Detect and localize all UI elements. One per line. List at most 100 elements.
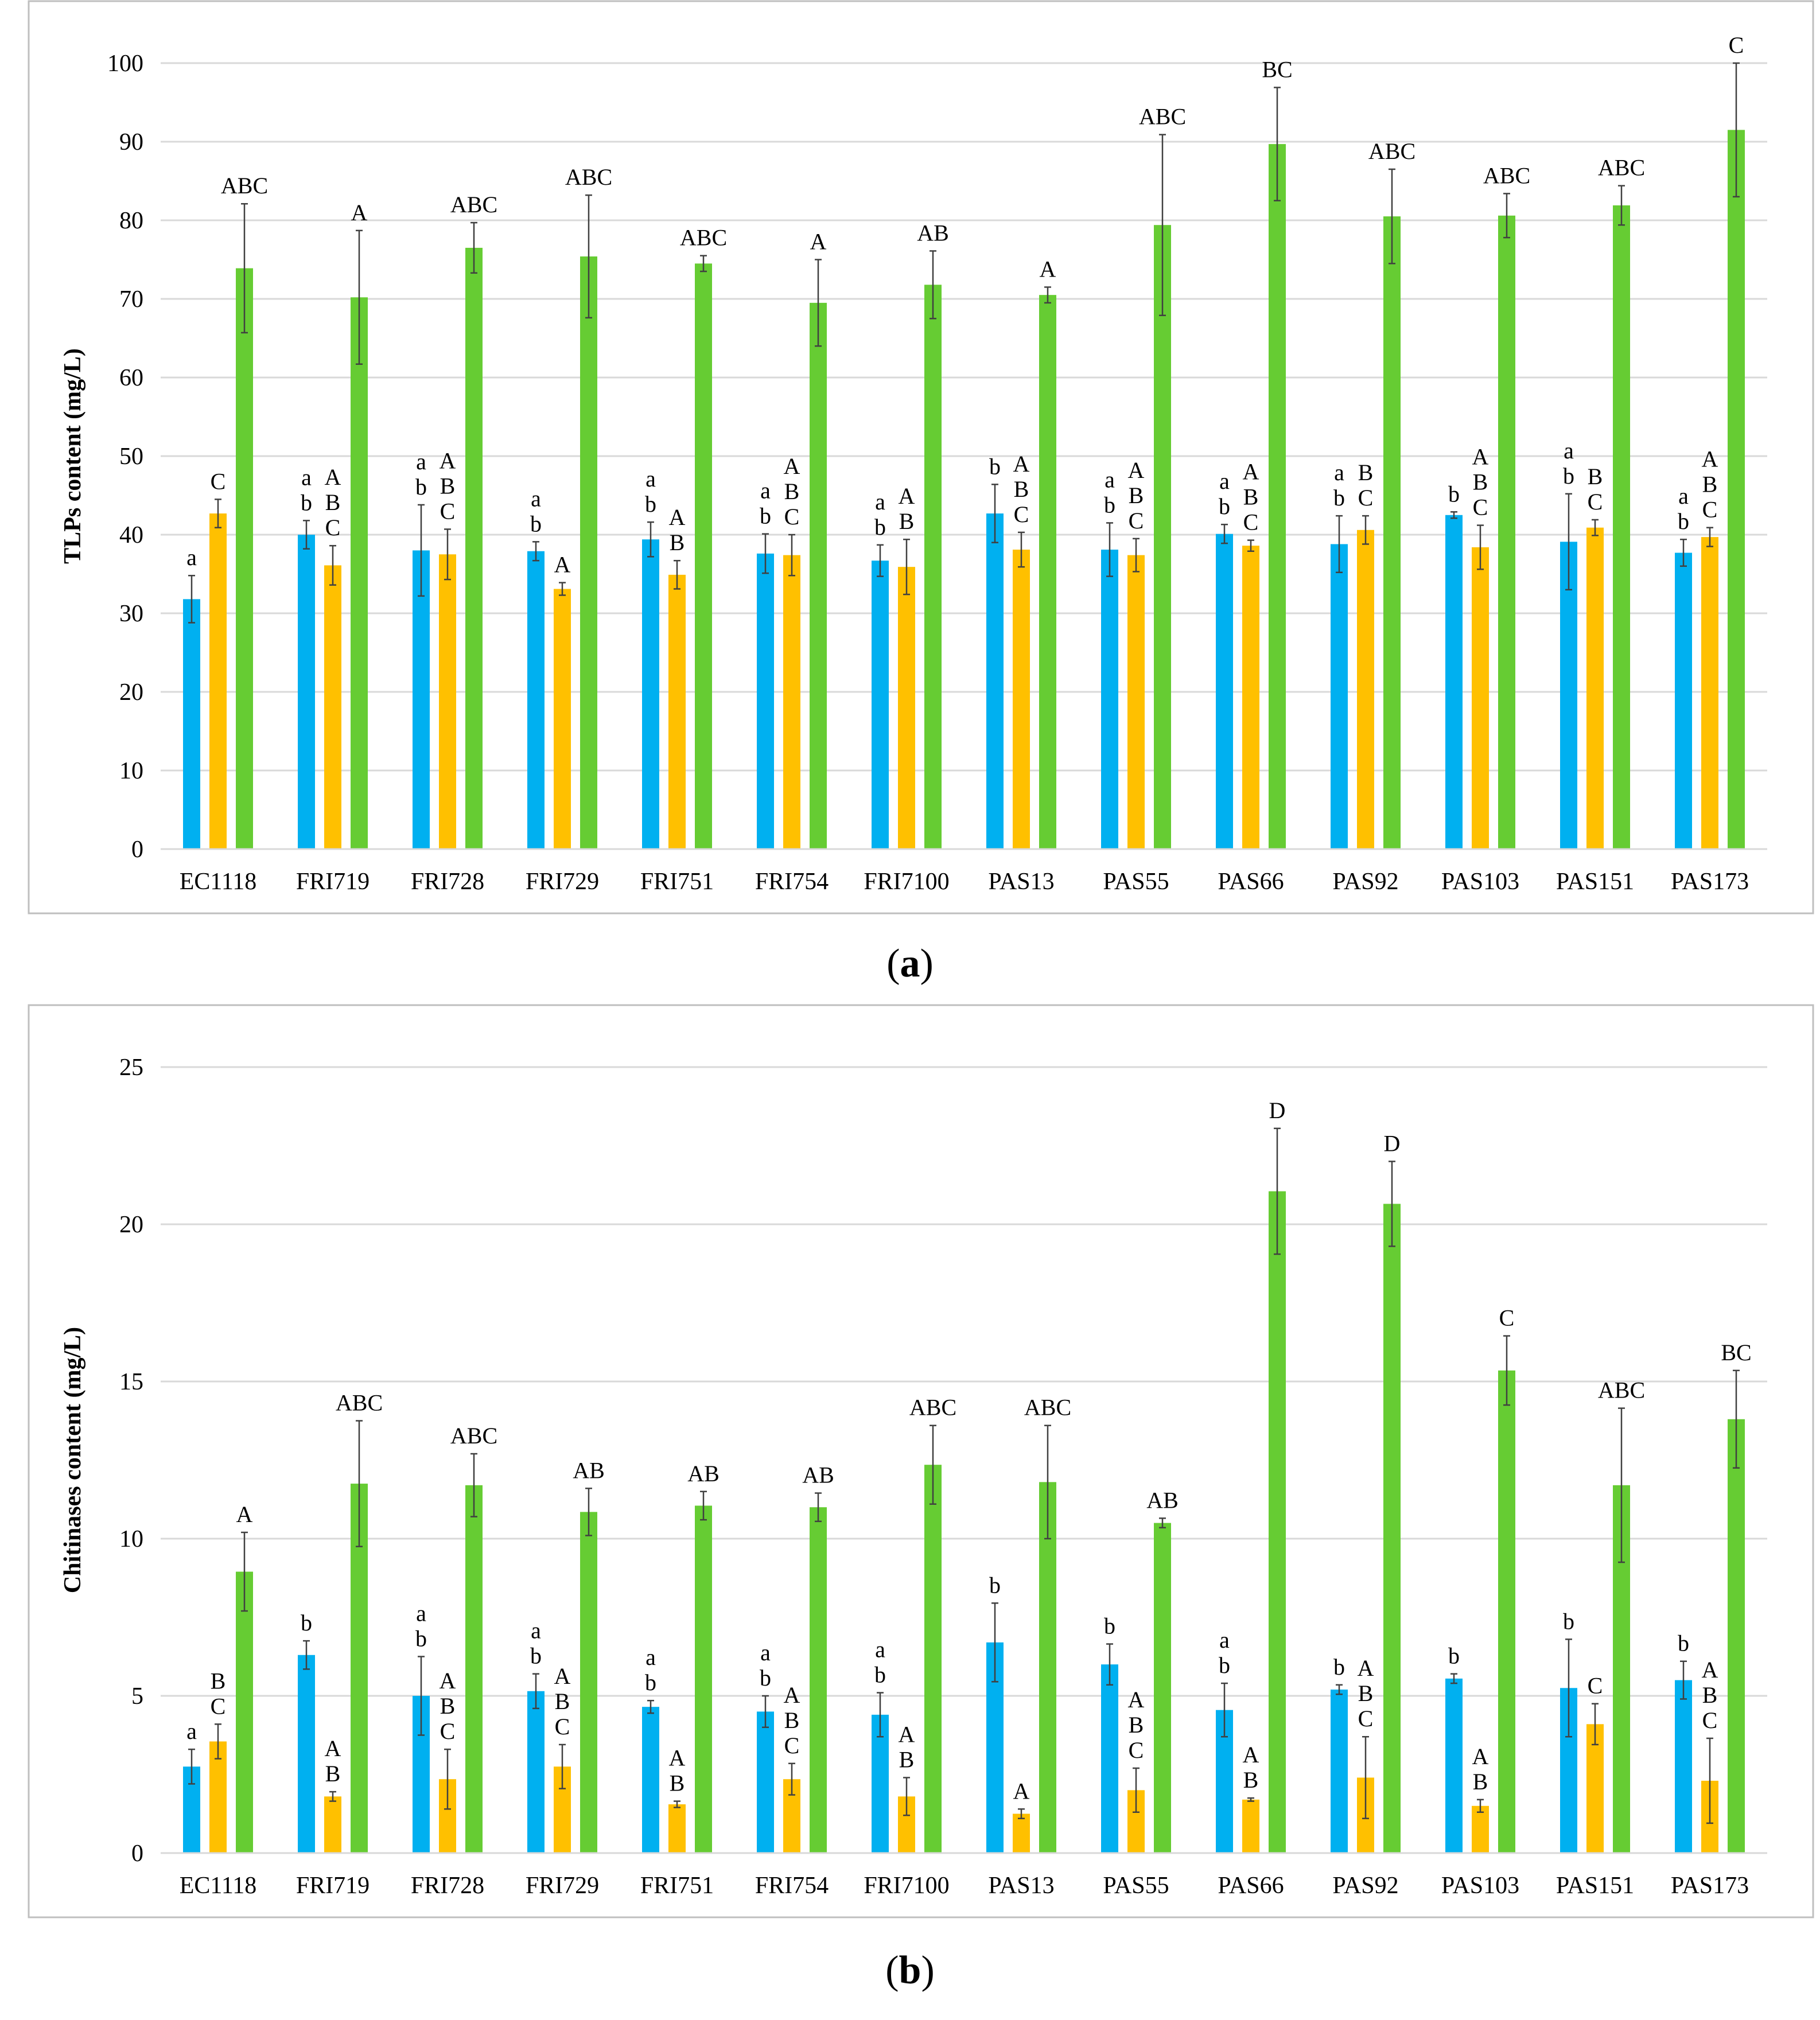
- y-axis-title: Chitinases content (mg/L): [60, 1327, 86, 1593]
- significance-letter: A: [1013, 1778, 1030, 1804]
- caption-b: (b): [885, 1948, 935, 1992]
- bar: [439, 554, 456, 849]
- significance-letter: a: [760, 478, 771, 504]
- significance-label: ABC: [221, 173, 268, 199]
- chart-frame: [28, 1004, 1814, 1918]
- significance-label: ABC: [336, 1390, 383, 1416]
- significance-letter: A: [325, 464, 341, 490]
- significance-letter: B: [1588, 464, 1603, 489]
- significance-letter: B: [1473, 1769, 1488, 1795]
- significance-letter: A: [1243, 459, 1259, 485]
- bar: [1039, 1482, 1056, 1853]
- x-tick-label: FRI719: [296, 869, 370, 895]
- bar: [465, 1485, 483, 1853]
- significance-letter: B: [325, 1761, 341, 1787]
- bar: [1242, 546, 1259, 849]
- significance-label: b: [989, 453, 1001, 479]
- y-tick-label: 70: [119, 286, 143, 313]
- significance-letter: B: [1129, 482, 1144, 508]
- significance-letter: b: [1678, 508, 1689, 534]
- significance-letter: b: [1333, 485, 1345, 511]
- significance-letter: A: [899, 483, 915, 509]
- x-tick-label: FRI729: [526, 1873, 599, 1899]
- significance-letter: b: [645, 491, 656, 517]
- y-tick-label: 90: [119, 129, 143, 155]
- significance-letter: A: [899, 1721, 915, 1747]
- significance-letter: b: [301, 1610, 312, 1636]
- x-tick-label: PAS103: [1441, 1873, 1519, 1899]
- significance-letter: a: [760, 1640, 771, 1665]
- significance-letter: A: [1243, 1742, 1259, 1768]
- x-tick-label: EC1118: [180, 869, 257, 895]
- significance-label: ABC: [1598, 1377, 1645, 1403]
- x-tick-label: PAS66: [1218, 1873, 1284, 1899]
- significance-letter: A: [1702, 446, 1718, 472]
- significance-label: b: [1448, 1643, 1460, 1669]
- x-tick-label: FRI7100: [864, 1873, 949, 1899]
- bar: [554, 589, 571, 849]
- y-tick-label: 20: [119, 1212, 143, 1238]
- significance-letter: A: [1013, 451, 1030, 477]
- significance-letter: C: [211, 468, 226, 494]
- bar: [898, 567, 915, 849]
- x-tick-label: PAS55: [1103, 1873, 1169, 1899]
- bar: [1613, 205, 1630, 850]
- bar: [209, 513, 227, 849]
- bar: [527, 1691, 545, 1853]
- chart-a: 0 10 20 30 40 50 60 70 80 90 100 TLPs content (mg/L…: [28, 0, 1814, 914]
- x-tick-label: PAS151: [1556, 869, 1634, 895]
- bar: [872, 1714, 889, 1853]
- bar: [324, 565, 341, 849]
- significance-letter: B: [784, 478, 800, 504]
- significance-letter: b: [1219, 1652, 1230, 1678]
- caption-b-letter: b: [899, 1948, 921, 1992]
- y-tick-label: 20: [119, 679, 143, 706]
- significance-label: C: [1729, 32, 1744, 58]
- x-tick-label: FRI728: [411, 869, 484, 895]
- significance-letter: b: [1104, 492, 1115, 517]
- significance-label: a: [186, 1718, 197, 1744]
- significance-label: ABC: [450, 1423, 497, 1449]
- bar: [1242, 1799, 1259, 1853]
- bar: [1269, 144, 1286, 850]
- significance-letter: b: [1563, 1608, 1574, 1634]
- significance-letter: B: [1129, 1712, 1144, 1738]
- bar: [1331, 544, 1348, 849]
- bar: [757, 1711, 774, 1853]
- bar: [1383, 1204, 1401, 1853]
- significance-label: D: [1384, 1130, 1401, 1156]
- significance-letter: C: [784, 1733, 800, 1758]
- x-tick-label: PAS173: [1671, 869, 1749, 895]
- bar: [1216, 534, 1233, 849]
- significance-label: A: [1040, 256, 1056, 282]
- bar: [1560, 542, 1577, 849]
- significance-letter: a: [186, 1718, 197, 1744]
- x-tick-label: FRI754: [755, 1873, 829, 1899]
- bar: [1586, 527, 1604, 849]
- significance-letter: B: [1702, 472, 1718, 497]
- significance-letter: a: [186, 544, 197, 570]
- significance-label: b: [1563, 1608, 1574, 1634]
- significance-label: b: [1678, 1630, 1689, 1656]
- significance-letter: b: [301, 489, 312, 515]
- x-tick-label: PAS92: [1332, 1873, 1398, 1899]
- y-tick-label: 80: [119, 208, 143, 234]
- bar: [183, 599, 200, 849]
- bar: [580, 256, 597, 849]
- significance-letter: a: [645, 466, 656, 492]
